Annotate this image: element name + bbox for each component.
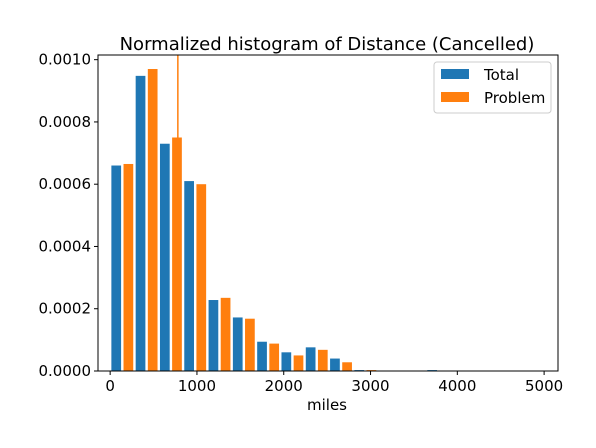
bar-total-9 [330, 358, 340, 371]
x-tick-label: 2000 [265, 377, 303, 395]
legend-label-total: Total [483, 66, 519, 84]
bar-total-8 [305, 347, 316, 371]
y-tick-label: 0.0006 [39, 175, 92, 193]
x-tick-label: 0 [105, 377, 115, 395]
bar-problem-1 [147, 69, 158, 371]
bar-problem-6 [269, 343, 280, 371]
bar-problem-7 [293, 355, 304, 371]
bar-problem-3 [196, 184, 207, 371]
bar-total-6 [257, 341, 267, 371]
x-tick-label: 3000 [351, 377, 389, 395]
bar-total-2 [159, 143, 170, 371]
x-tick-label: 5000 [525, 377, 563, 395]
bar-problem-9 [342, 362, 352, 371]
y-tick-label: 0.0004 [39, 237, 92, 255]
x-axis-ticks: 0 1000 2000 3000 4000 5000 [105, 371, 563, 395]
x-tick-label: 4000 [438, 377, 476, 395]
bar-problem-4 [220, 297, 231, 371]
legend-label-problem: Problem [484, 89, 545, 107]
legend-swatch-problem [441, 92, 469, 102]
x-tick-label: 1000 [178, 377, 216, 395]
y-axis-ticks: 0.0000 0.0002 0.0004 0.0006 0.0008 0.0010 [39, 51, 98, 380]
bar-total-4 [208, 300, 219, 371]
bar-total-3 [184, 181, 194, 371]
bar-total-1 [135, 75, 146, 372]
y-tick-label: 0.0008 [39, 113, 92, 131]
legend: Total Problem [433, 61, 552, 114]
bars-layer [111, 69, 438, 372]
bar-total-0 [111, 165, 122, 371]
bar-total-5 [232, 317, 243, 371]
chart-title: Normalized histogram of Distance (Cancel… [120, 34, 535, 55]
y-tick-label: 0.0000 [39, 362, 92, 380]
bar-total-7 [281, 352, 292, 371]
x-axis-label: miles [307, 396, 347, 414]
legend-swatch-total [441, 69, 469, 79]
plot-frame [97, 54, 559, 372]
bar-problem-0 [123, 163, 134, 371]
bar-problem-5 [245, 318, 255, 371]
bar-problem-2 [172, 137, 182, 371]
bar-problem-8 [317, 349, 328, 371]
y-tick-label: 0.0002 [39, 300, 92, 318]
y-tick-label: 0.0010 [39, 51, 92, 69]
